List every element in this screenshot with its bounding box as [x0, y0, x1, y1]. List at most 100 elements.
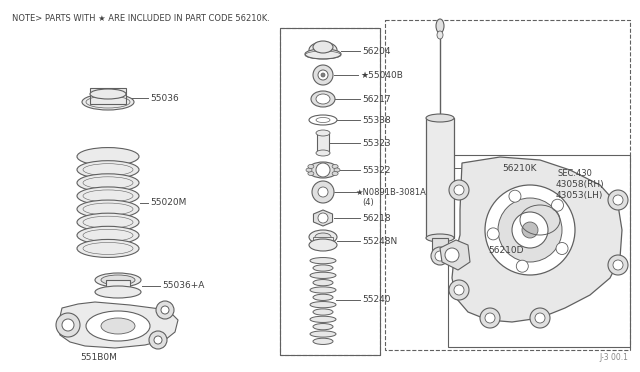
Text: 43058(RH): 43058(RH) [556, 180, 605, 189]
Circle shape [552, 199, 563, 211]
Ellipse shape [313, 279, 333, 286]
Text: J-3 00.1: J-3 00.1 [599, 353, 628, 362]
Ellipse shape [332, 171, 338, 176]
Bar [106, 280, 130, 292]
Circle shape [556, 243, 568, 254]
Ellipse shape [313, 309, 333, 315]
Ellipse shape [305, 49, 341, 59]
Bar [426, 118, 454, 238]
Circle shape [449, 280, 469, 300]
Text: 55036+A: 55036+A [162, 282, 204, 291]
Ellipse shape [309, 230, 337, 244]
Ellipse shape [309, 239, 337, 251]
Ellipse shape [308, 171, 314, 176]
Ellipse shape [426, 234, 454, 242]
Bar [313, 237, 333, 245]
Text: 55338: 55338 [362, 115, 391, 125]
Circle shape [431, 247, 449, 265]
Ellipse shape [77, 161, 139, 179]
Bar [280, 28, 380, 355]
Bar [385, 20, 630, 350]
Text: 55323: 55323 [362, 138, 390, 148]
Circle shape [512, 212, 548, 248]
Text: (4): (4) [362, 198, 374, 206]
Ellipse shape [308, 164, 314, 169]
Text: 551B0M: 551B0M [80, 353, 117, 362]
Text: 56218: 56218 [362, 214, 390, 222]
Circle shape [485, 313, 495, 323]
Polygon shape [440, 240, 470, 270]
Circle shape [318, 213, 328, 223]
Ellipse shape [77, 200, 139, 218]
Circle shape [445, 248, 459, 262]
Ellipse shape [77, 213, 139, 231]
Text: 55322: 55322 [362, 166, 390, 174]
Ellipse shape [309, 42, 337, 58]
Ellipse shape [95, 273, 141, 287]
Text: 55036: 55036 [150, 93, 179, 103]
Text: 43053(LH): 43053(LH) [556, 190, 604, 199]
Ellipse shape [308, 162, 338, 178]
Ellipse shape [334, 168, 340, 172]
Bar [90, 88, 126, 104]
Circle shape [454, 185, 464, 195]
Circle shape [313, 65, 333, 85]
Circle shape [522, 222, 538, 238]
Bar [280, 28, 380, 355]
Circle shape [535, 313, 545, 323]
Ellipse shape [426, 114, 454, 122]
Text: 56204: 56204 [362, 46, 390, 55]
Circle shape [161, 306, 169, 314]
Ellipse shape [437, 31, 443, 39]
Circle shape [498, 198, 562, 262]
Ellipse shape [310, 302, 336, 308]
Circle shape [608, 255, 628, 275]
Text: NOTE> PARTS WITH ★ ARE INCLUDED IN PART CODE 56210K.: NOTE> PARTS WITH ★ ARE INCLUDED IN PART … [12, 14, 270, 23]
Text: 56210D: 56210D [488, 246, 524, 254]
Ellipse shape [77, 174, 139, 192]
Ellipse shape [313, 41, 333, 53]
Circle shape [509, 190, 521, 202]
Text: 56210K: 56210K [502, 164, 536, 173]
Ellipse shape [310, 257, 336, 264]
Bar [432, 238, 448, 256]
Polygon shape [314, 210, 333, 226]
Bar [317, 133, 329, 153]
Ellipse shape [310, 287, 336, 293]
Circle shape [149, 331, 167, 349]
Text: 55020M: 55020M [150, 198, 186, 207]
Ellipse shape [316, 94, 330, 104]
Ellipse shape [332, 164, 338, 169]
Circle shape [62, 319, 74, 331]
Ellipse shape [77, 240, 139, 257]
Text: 55248N: 55248N [362, 237, 397, 246]
Circle shape [449, 180, 469, 200]
Ellipse shape [313, 338, 333, 344]
Ellipse shape [310, 331, 336, 337]
Circle shape [316, 163, 330, 177]
Text: 56217: 56217 [362, 94, 390, 103]
Circle shape [435, 251, 445, 261]
Ellipse shape [101, 318, 135, 334]
Circle shape [608, 190, 628, 210]
Circle shape [318, 187, 328, 197]
Circle shape [56, 313, 80, 337]
Bar [448, 155, 630, 347]
Ellipse shape [315, 233, 331, 241]
Text: SEC.430: SEC.430 [558, 169, 593, 177]
Text: ★55040B: ★55040B [360, 71, 403, 80]
Circle shape [321, 73, 325, 77]
Ellipse shape [310, 316, 336, 323]
Ellipse shape [90, 89, 126, 99]
Circle shape [613, 260, 623, 270]
Circle shape [485, 185, 575, 275]
Ellipse shape [306, 168, 312, 172]
Ellipse shape [311, 91, 335, 107]
Ellipse shape [95, 286, 141, 298]
Circle shape [156, 301, 174, 319]
Circle shape [530, 308, 550, 328]
Ellipse shape [436, 19, 444, 33]
Ellipse shape [313, 265, 333, 271]
Ellipse shape [316, 150, 330, 156]
Circle shape [154, 336, 162, 344]
